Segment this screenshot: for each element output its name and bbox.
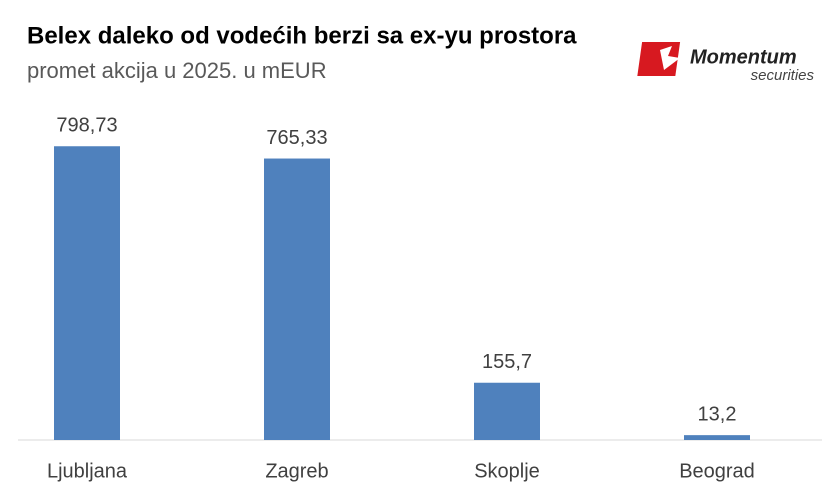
value-label: 798,73 (56, 115, 117, 137)
chart-title: Belex daleko od vodećih berzi sa ex-yu p… (27, 22, 577, 49)
logo-glyph (660, 46, 680, 70)
logo-name: Momentum (690, 46, 797, 68)
chart-subtitle: promet akcija u 2025. u mEUR (27, 58, 327, 83)
value-label: 13,2 (698, 403, 737, 425)
value-label: 765,33 (266, 127, 327, 149)
x-tick-label: Skoplje (474, 460, 540, 482)
x-tick-label: Beograd (679, 460, 755, 482)
bar (684, 435, 750, 440)
x-tick-label: Ljubljana (47, 460, 128, 482)
logo-tagline: securities (751, 67, 815, 84)
value-label: 155,7 (482, 351, 532, 373)
bar (264, 158, 330, 441)
x-tick-label: Zagreb (265, 460, 328, 482)
logo: Momentum securities (637, 42, 814, 84)
bar (474, 382, 540, 440)
bar (54, 146, 120, 440)
